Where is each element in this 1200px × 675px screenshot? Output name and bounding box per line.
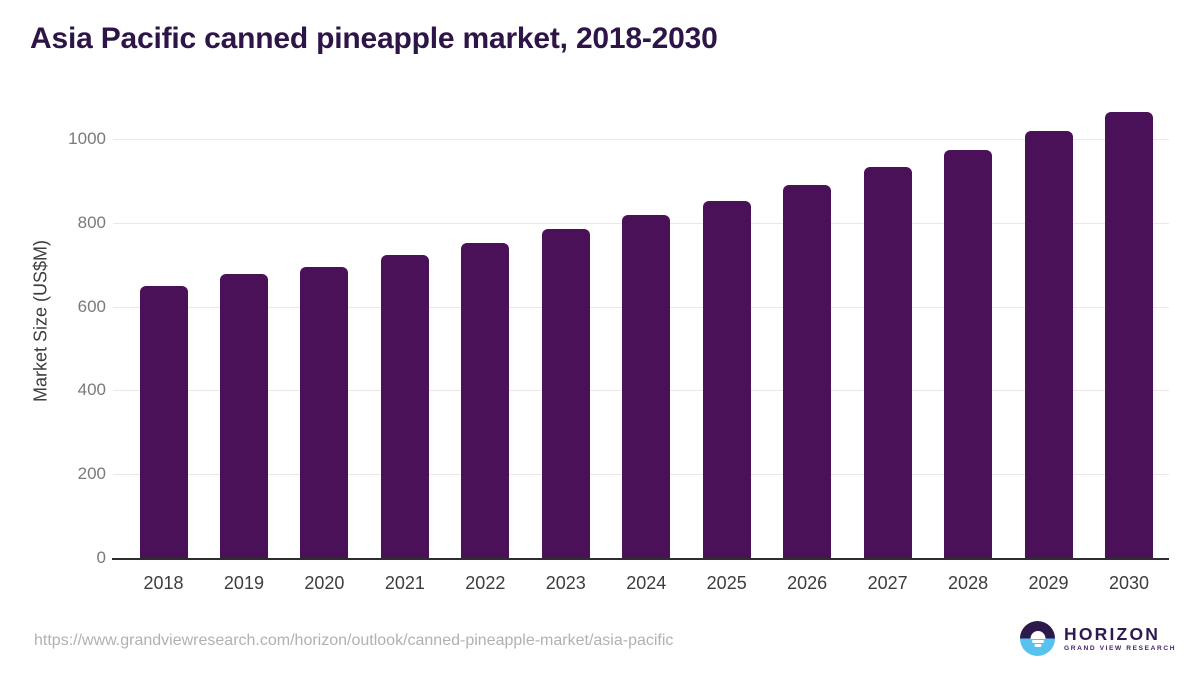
bar-2027 bbox=[863, 167, 912, 558]
y-tick-label: 200 bbox=[77, 464, 106, 484]
source-url-text: https://www.grandviewresearch.com/horizo… bbox=[34, 632, 674, 649]
x-tick-label: 2022 bbox=[465, 573, 506, 593]
y-tick-label: 0 bbox=[96, 548, 106, 567]
bar-2023 bbox=[541, 228, 590, 558]
bar-2020 bbox=[300, 267, 349, 558]
bar-2030 bbox=[1105, 111, 1153, 558]
x-tick-label: 2018 bbox=[143, 573, 184, 593]
bar-2018 bbox=[139, 285, 188, 558]
y-tick-label: 600 bbox=[77, 296, 106, 316]
bar-2028 bbox=[944, 149, 993, 558]
bar-2029 bbox=[1024, 131, 1073, 558]
x-axis-line bbox=[112, 558, 1169, 560]
logo-brand-text: HORIZON bbox=[1064, 623, 1161, 644]
bar-2021 bbox=[380, 255, 429, 558]
sun-over-horizon-icon bbox=[1020, 621, 1055, 656]
water-reflection-stripe bbox=[1034, 644, 1041, 647]
x-tick-label: 2020 bbox=[304, 573, 345, 593]
x-tick-label: 2025 bbox=[706, 573, 747, 593]
horizon-logo: HORIZON GRAND VIEW RESEARCH bbox=[1020, 621, 1176, 656]
x-tick-label: 2028 bbox=[948, 573, 989, 593]
bar-2025 bbox=[702, 200, 751, 558]
x-tick-label: 2027 bbox=[867, 573, 908, 593]
bar-2019 bbox=[219, 273, 268, 558]
x-tick-label: 2021 bbox=[384, 573, 425, 593]
x-tick-label: 2023 bbox=[545, 573, 586, 593]
x-tick-label: 2026 bbox=[787, 573, 828, 593]
x-tick-label: 2019 bbox=[223, 573, 264, 593]
y-tick-label: 400 bbox=[77, 380, 106, 400]
x-tick-label: 2024 bbox=[626, 573, 667, 593]
logo-text-block: HORIZON GRAND VIEW RESEARCH bbox=[1064, 625, 1176, 653]
logo-tagline-text: GRAND VIEW RESEARCH bbox=[1064, 644, 1177, 652]
bar-2026 bbox=[783, 184, 832, 558]
chart-title: Asia Pacific canned pineapple market, 20… bbox=[30, 22, 718, 55]
y-tick-label: 1000 bbox=[68, 129, 106, 148]
x-tick-label: 2029 bbox=[1028, 573, 1069, 593]
y-tick-label: 800 bbox=[77, 212, 106, 232]
bar-2022 bbox=[461, 242, 510, 558]
x-tick-label: 2030 bbox=[1108, 573, 1150, 593]
water-reflection-stripe bbox=[1031, 640, 1044, 643]
gridline bbox=[113, 139, 1169, 140]
bar-2024 bbox=[622, 215, 671, 558]
sun-icon bbox=[1030, 631, 1045, 639]
